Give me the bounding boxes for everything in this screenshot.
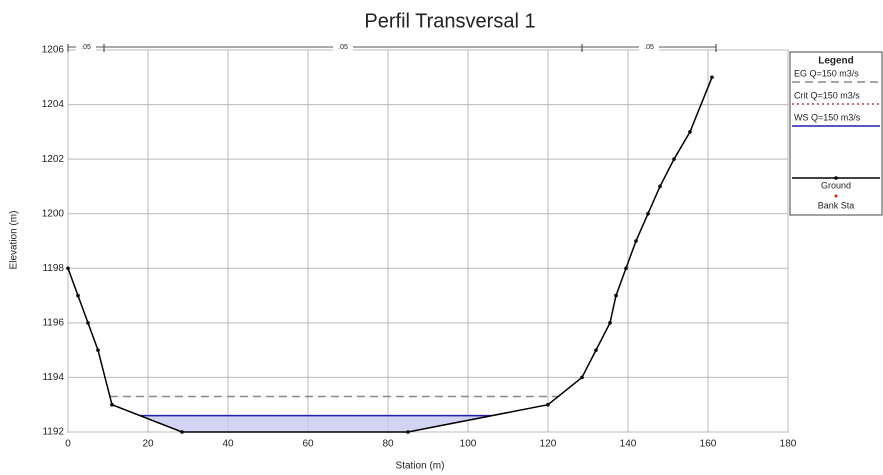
x-tick-label: 40 <box>222 439 234 450</box>
ground-point <box>634 239 638 243</box>
x-axis-label: Station (m) <box>396 461 445 472</box>
manning-bg <box>333 41 353 53</box>
legend-label: Crit Q=150 m3/s <box>794 90 860 100</box>
x-tick-label: 140 <box>620 439 637 450</box>
y-tick-label: 1196 <box>42 317 64 328</box>
ground-point <box>646 211 650 216</box>
ground-point <box>624 266 628 271</box>
x-tick-label: 160 <box>700 439 717 450</box>
x-tick-label: 180 <box>780 439 797 450</box>
y-tick-label: 1194 <box>42 372 64 383</box>
ground-point <box>594 348 598 352</box>
legend-label: Bank Sta <box>818 200 855 210</box>
y-axis-label: Elevation (m) <box>9 211 20 270</box>
manning-label: .05 <box>644 44 654 51</box>
ground-point <box>406 430 410 434</box>
y-tick-label: 1192 <box>42 427 64 438</box>
legend-swatch <box>834 176 838 180</box>
ground-point <box>546 402 550 407</box>
x-tick-label: 20 <box>142 439 154 450</box>
manning-label: .05 <box>81 44 91 51</box>
legend-box <box>789 51 883 216</box>
legend-swatch <box>834 194 838 198</box>
x-tick-label: 80 <box>382 439 394 450</box>
manning-bg <box>639 41 659 53</box>
x-tick-label: 100 <box>460 439 477 450</box>
ground-point <box>110 402 114 407</box>
legend-label: WS Q=150 m3/s <box>794 112 861 122</box>
ground-point <box>86 321 90 325</box>
manning-label: .05 <box>338 44 348 51</box>
x-tick-label: 120 <box>540 439 557 450</box>
chart-title: Perfil Transversal 1 <box>364 10 535 32</box>
ground-point <box>688 130 692 134</box>
water-area <box>140 415 492 432</box>
manning-bg <box>76 41 96 53</box>
ground-point <box>96 348 100 352</box>
ground-point <box>66 266 70 271</box>
ground-point <box>614 293 618 298</box>
y-tick-label: 1200 <box>42 208 65 219</box>
x-tick-label: 60 <box>302 439 314 450</box>
ground-point <box>672 157 676 161</box>
plot-area <box>67 49 789 433</box>
ground-point <box>608 321 612 325</box>
legend-label: EG Q=150 m3/s <box>794 68 859 78</box>
y-tick-label: 1198 <box>42 263 64 274</box>
y-tick-label: 1204 <box>42 99 65 110</box>
ground-point <box>180 430 184 434</box>
y-tick-label: 1206 <box>42 45 65 56</box>
legend-title: Legend <box>818 56 854 67</box>
legend-label: Ground <box>821 180 851 190</box>
ground-point <box>76 293 80 298</box>
x-tick-label: 0 <box>65 439 71 450</box>
ground-point <box>658 184 662 189</box>
ground-point <box>710 75 714 80</box>
y-tick-label: 1202 <box>42 154 65 165</box>
ground-point <box>580 375 584 380</box>
